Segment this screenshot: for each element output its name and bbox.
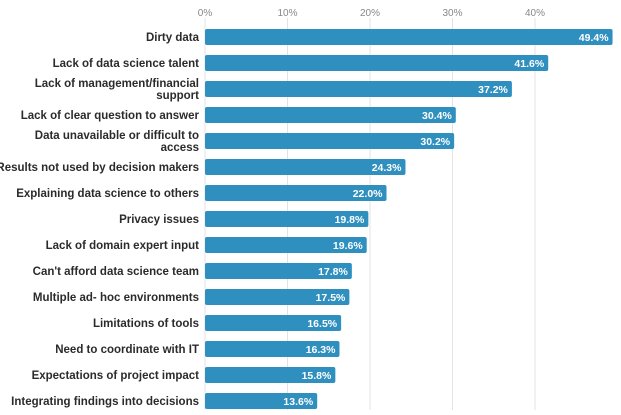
category-label: Can't afford data science team <box>33 266 199 278</box>
category-label: Data unavailable or difficult to access <box>35 130 199 154</box>
bar <box>205 185 387 201</box>
bar <box>205 55 549 71</box>
category-label: Lack of domain expert input <box>46 240 200 252</box>
bar <box>205 237 367 253</box>
bar-value-label: 19.8% <box>335 214 365 226</box>
bar-value-label: 30.4% <box>422 110 452 122</box>
category-label: Integrating findings into decisions <box>11 396 199 408</box>
bar-value-label: 15.8% <box>302 370 332 382</box>
bar-value-label: 49.4% <box>579 32 609 44</box>
bar-value-label: 30.2% <box>420 136 450 148</box>
bar-value-label: 19.6% <box>333 240 363 252</box>
bar <box>205 81 512 97</box>
bar-value-label: 16.5% <box>307 318 337 330</box>
bar <box>205 341 340 357</box>
category-label: Need to coordinate with IT <box>55 344 199 356</box>
x-axis-ticks: 0% 10% 20% 30% 40% <box>198 8 545 19</box>
category-label: Explaining data science to others <box>16 188 199 200</box>
x-tick-label: 10% <box>277 8 297 19</box>
category-label: Lack of management/financial support <box>35 78 199 102</box>
x-tick-label: 0% <box>198 8 213 19</box>
x-tick-label: 40% <box>525 8 545 19</box>
bar <box>205 133 455 149</box>
category-label: Privacy issues <box>119 214 199 226</box>
bar <box>205 289 350 305</box>
bar <box>205 393 318 409</box>
x-tick-label: 30% <box>442 8 462 19</box>
bar <box>205 107 456 123</box>
bar-value-label: 17.5% <box>316 292 346 304</box>
category-label: Multiple ad- hoc environments <box>33 292 199 304</box>
category-label: Limitations of tools <box>93 318 199 330</box>
x-tick-label: 20% <box>360 8 380 19</box>
bar <box>205 29 613 45</box>
category-label: Expectations of project impact <box>32 370 200 382</box>
category-label: Lack of data science talent <box>53 58 200 70</box>
bar-value-label: 17.8% <box>318 266 348 278</box>
bar-value-label: 13.6% <box>283 396 313 408</box>
bar-value-label: 37.2% <box>478 84 508 96</box>
category-label: Results not used by decision makers <box>0 162 199 174</box>
bar <box>205 367 336 383</box>
bar <box>205 211 369 227</box>
bar <box>205 159 406 175</box>
category-label: Lack of clear question to answer <box>21 110 200 122</box>
category-labels: Dirty data Lack of data science talent Lac… <box>0 32 200 408</box>
bar-value-label: 24.3% <box>372 162 402 174</box>
bar <box>205 263 352 279</box>
bar <box>205 315 342 331</box>
category-label: Dirty data <box>146 32 200 44</box>
bar-value-label: 16.3% <box>306 344 336 356</box>
bars: 49.4% 41.6% 37.2% 30.4% 30.2% 24.3% 22.0% 19.8%… <box>205 29 613 409</box>
bar-value-label: 22.0% <box>353 188 383 200</box>
bar-value-label: 41.6% <box>514 58 544 70</box>
